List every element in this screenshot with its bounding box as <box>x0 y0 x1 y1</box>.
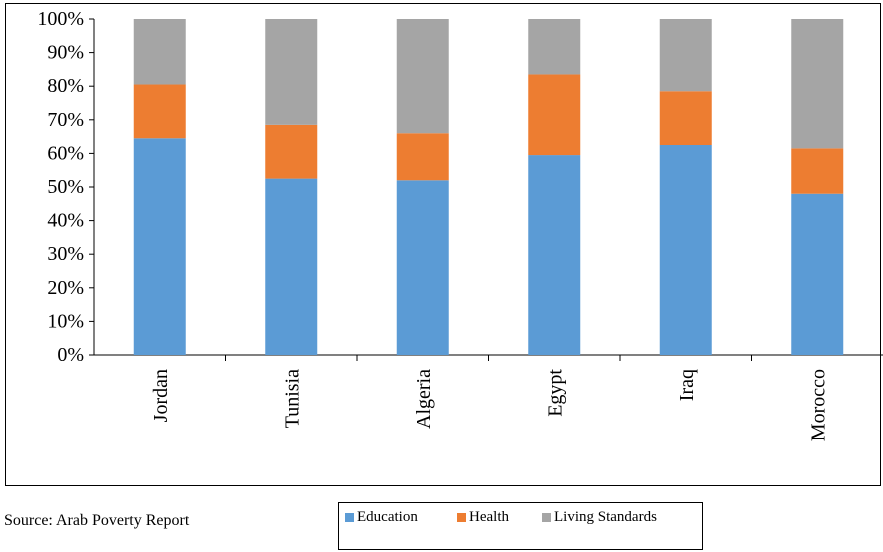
y-tick-label: 100% <box>37 8 84 30</box>
legend-label: Living Standards <box>554 509 657 525</box>
bar-living-standards <box>265 19 318 125</box>
y-tick-label: 70% <box>47 109 84 131</box>
bar-education <box>396 180 449 355</box>
legend-item-living-standards: Living Standards <box>542 509 657 526</box>
bar-education <box>791 193 844 355</box>
x-tick-label: Tunisia <box>281 369 303 428</box>
bar-education <box>659 145 712 355</box>
y-tick-label: 0% <box>57 344 84 366</box>
bar-living-standards <box>133 19 186 85</box>
source-note: Source: Arab Poverty Report <box>4 512 190 529</box>
bar-living-standards <box>396 19 449 134</box>
bar-living-standards <box>791 19 844 149</box>
bar-living-standards <box>659 19 712 92</box>
y-tick-label: 50% <box>47 176 84 198</box>
bar-health <box>133 84 186 139</box>
y-tick-label: 20% <box>47 277 84 299</box>
legend-swatch <box>457 513 466 522</box>
bar-health <box>265 124 318 179</box>
x-tick-label: Jordan <box>150 369 172 422</box>
bar-living-standards <box>528 19 581 75</box>
x-tick-label: Iraq <box>676 369 698 401</box>
x-tick-label: Morocco <box>807 369 829 441</box>
legend: Education Health Living Standards <box>338 502 703 550</box>
bar-education <box>133 138 186 355</box>
legend-swatch <box>345 513 354 522</box>
legend-item-education: Education <box>345 509 418 526</box>
y-tick-label: 40% <box>47 210 84 232</box>
bar-health <box>659 91 712 145</box>
y-tick-label: 30% <box>47 243 84 265</box>
bar-health <box>791 148 844 194</box>
y-tick-label: 60% <box>47 142 84 164</box>
bar-health <box>396 133 449 181</box>
x-tick-label: Algeria <box>413 369 435 429</box>
bar-education <box>528 155 581 355</box>
x-tick-label: Egypt <box>544 369 566 417</box>
chart-frame <box>5 3 881 486</box>
legend-item-health: Health <box>457 509 509 526</box>
y-tick-label: 10% <box>47 310 84 332</box>
bar-health <box>528 74 581 156</box>
legend-swatch <box>542 513 551 522</box>
legend-label: Health <box>469 509 509 525</box>
y-tick-label: 80% <box>47 75 84 97</box>
y-tick-label: 90% <box>47 42 84 64</box>
legend-label: Education <box>357 509 418 525</box>
stacked-bar-chart: 0% 10% 20% 30% 40% 50% 60% 70% 80% 90% 100% Jordan T… <box>37 8 883 441</box>
bar-education <box>265 178 318 355</box>
